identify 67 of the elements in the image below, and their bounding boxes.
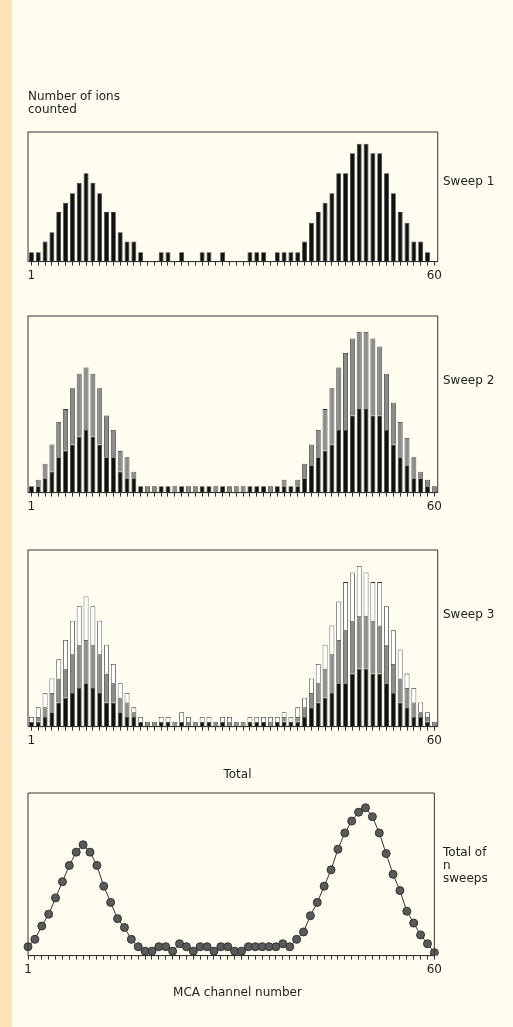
point xyxy=(374,828,384,838)
point xyxy=(395,886,405,896)
text: Sweep 2 xyxy=(443,373,495,387)
y-axis-title: Number of ions counted xyxy=(28,89,121,116)
point xyxy=(305,911,315,921)
point xyxy=(30,934,40,944)
point xyxy=(202,942,212,952)
point xyxy=(402,906,412,916)
point xyxy=(360,803,370,813)
point xyxy=(188,946,198,956)
point xyxy=(85,847,95,857)
point xyxy=(64,860,74,870)
point xyxy=(278,939,288,949)
point xyxy=(388,869,398,879)
x-tick-label: 1 xyxy=(27,267,36,282)
point xyxy=(92,860,102,870)
point xyxy=(168,946,178,956)
point xyxy=(319,881,329,891)
x-axis-title: MCA channel number xyxy=(172,985,303,999)
point xyxy=(161,942,171,952)
point xyxy=(381,849,391,859)
point xyxy=(347,816,357,826)
point xyxy=(340,828,350,838)
point xyxy=(243,942,253,952)
point xyxy=(429,948,439,956)
point xyxy=(113,914,123,924)
point xyxy=(285,942,295,952)
x-tick-label: 1 xyxy=(27,498,36,513)
point xyxy=(271,942,281,952)
x-tick-label: 60 xyxy=(426,732,442,747)
point xyxy=(237,946,247,956)
point xyxy=(71,847,81,857)
x-tick-label: 1 xyxy=(27,732,36,747)
chart-title: Total xyxy=(222,767,253,781)
point xyxy=(409,918,419,928)
point xyxy=(299,927,308,937)
point xyxy=(126,934,136,944)
x-tick-label: 1 xyxy=(24,961,32,976)
point xyxy=(99,881,109,891)
x-tick-label: 60 xyxy=(426,498,442,513)
point xyxy=(78,840,88,850)
point xyxy=(416,930,426,940)
text: Sweep 3 xyxy=(443,607,495,621)
point xyxy=(209,946,219,956)
point xyxy=(37,921,47,931)
point xyxy=(250,942,260,952)
point xyxy=(147,946,157,956)
point xyxy=(181,942,191,952)
point xyxy=(264,942,274,952)
point xyxy=(51,893,61,903)
point xyxy=(333,844,343,854)
point xyxy=(119,923,129,933)
point xyxy=(44,909,54,919)
point xyxy=(326,865,336,875)
point xyxy=(57,877,67,887)
x-tick-label: 60 xyxy=(426,267,442,282)
text: Sweep 1 xyxy=(443,174,495,188)
text: Total of n sweeps xyxy=(443,845,489,885)
point xyxy=(223,942,233,952)
point xyxy=(106,897,116,907)
point xyxy=(367,812,377,822)
point xyxy=(312,897,322,907)
point xyxy=(292,934,302,944)
point xyxy=(354,807,364,817)
point xyxy=(422,939,432,949)
point xyxy=(133,942,143,952)
x-tick-label: 60 xyxy=(426,961,443,976)
